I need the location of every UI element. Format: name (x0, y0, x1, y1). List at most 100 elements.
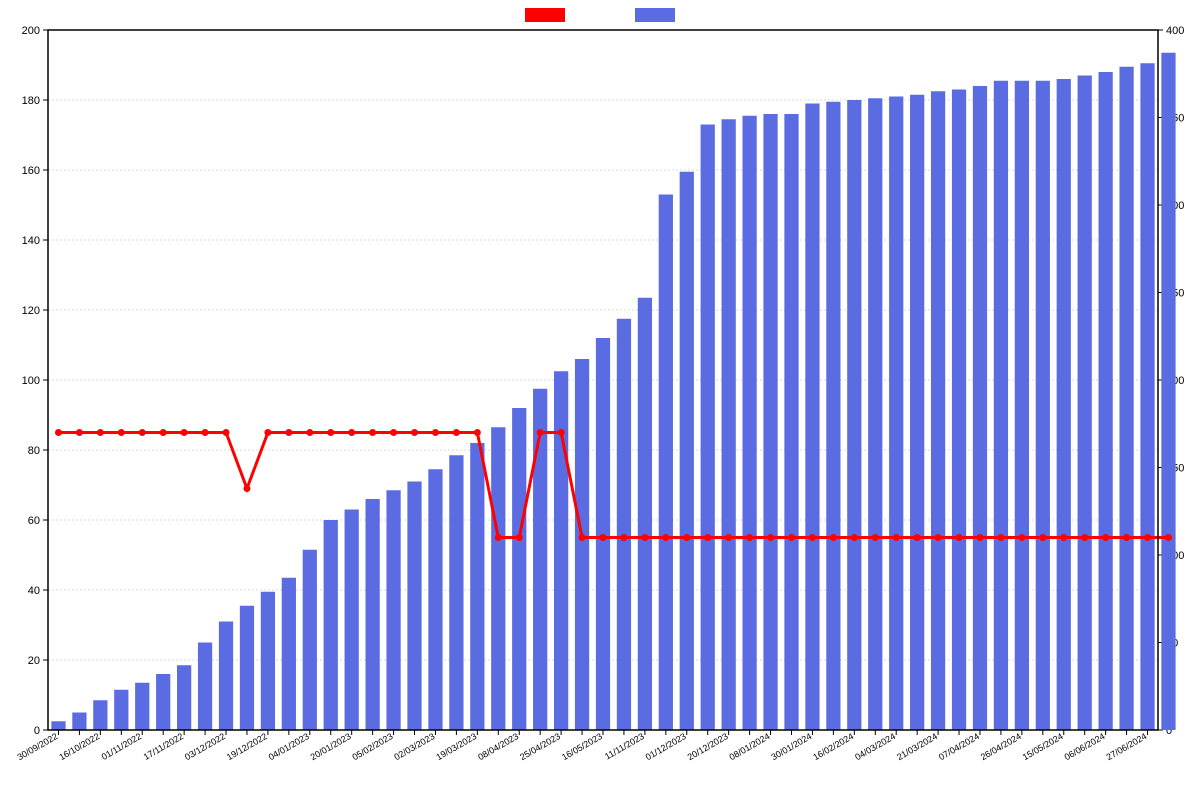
bar (261, 592, 275, 730)
line-marker (1019, 535, 1025, 541)
bar (638, 298, 652, 730)
left-axis-tick-label: 120 (22, 305, 40, 317)
line-marker (1040, 535, 1046, 541)
line-marker (55, 430, 61, 436)
bar (784, 114, 798, 730)
bar (701, 125, 715, 731)
bar (93, 700, 107, 730)
line-marker (1061, 535, 1067, 541)
bar (198, 643, 212, 731)
line-marker (935, 535, 941, 541)
left-axis-tick-label: 160 (22, 165, 40, 177)
line-marker (307, 430, 313, 436)
line-marker (370, 430, 376, 436)
combo-chart: 0204060801001201401601802000501001502002… (0, 0, 1200, 800)
line-marker (621, 535, 627, 541)
line-marker (851, 535, 857, 541)
legend-swatch-line (525, 8, 565, 22)
line-marker (893, 535, 899, 541)
bar (680, 172, 694, 730)
line-marker (872, 535, 878, 541)
bar (910, 95, 924, 730)
left-axis-tick-label: 100 (22, 375, 40, 387)
bar (1140, 63, 1154, 730)
legend-swatch-bar (635, 8, 675, 22)
left-axis-tick-label: 20 (28, 655, 40, 667)
bar (366, 499, 380, 730)
bar (1015, 81, 1029, 730)
left-axis-tick-label: 40 (28, 585, 40, 597)
bar (952, 90, 966, 731)
line-marker (202, 430, 208, 436)
line-marker (244, 486, 250, 492)
line-marker (76, 430, 82, 436)
bar (868, 98, 882, 730)
bar (1099, 72, 1113, 730)
line-marker (642, 535, 648, 541)
bar (1078, 76, 1092, 731)
line-marker (495, 535, 501, 541)
bar (72, 713, 86, 731)
line-marker (768, 535, 774, 541)
line-marker (1082, 535, 1088, 541)
left-axis-tick-label: 200 (22, 25, 40, 37)
bar (491, 427, 505, 730)
bar (324, 520, 338, 730)
bar (554, 371, 568, 730)
line-marker (223, 430, 229, 436)
right-axis-tick-label: 400 (1166, 25, 1184, 37)
line-marker (328, 430, 334, 436)
left-axis-tick-label: 80 (28, 445, 40, 457)
line-marker (1165, 535, 1171, 541)
line-marker (349, 430, 355, 436)
bar (449, 455, 463, 730)
bar (407, 482, 421, 731)
bar (994, 81, 1008, 730)
line-marker (747, 535, 753, 541)
line-marker (118, 430, 124, 436)
bar (156, 674, 170, 730)
line-marker (265, 430, 271, 436)
line-marker (160, 430, 166, 436)
line-marker (726, 535, 732, 541)
line-marker (914, 535, 920, 541)
left-axis-tick-label: 140 (22, 235, 40, 247)
line-marker (977, 535, 983, 541)
line-marker (1103, 535, 1109, 541)
line-marker (139, 430, 145, 436)
bar (826, 102, 840, 730)
bar (345, 510, 359, 731)
line-marker (1145, 535, 1151, 541)
line-marker (956, 535, 962, 541)
left-axis-tick-label: 180 (22, 95, 40, 107)
bar (722, 119, 736, 730)
line-marker (97, 430, 103, 436)
line-marker (830, 535, 836, 541)
bar (931, 91, 945, 730)
line-marker (558, 430, 564, 436)
bar (51, 721, 65, 730)
bar (1161, 53, 1175, 730)
line-marker (998, 535, 1004, 541)
bar (575, 359, 589, 730)
bar (219, 622, 233, 731)
line-marker (474, 430, 480, 436)
bar (470, 443, 484, 730)
bar (889, 97, 903, 731)
line-marker (516, 535, 522, 541)
bar (177, 665, 191, 730)
bar (659, 195, 673, 731)
bar (617, 319, 631, 730)
bar (386, 490, 400, 730)
bar (1057, 79, 1071, 730)
left-axis-tick-label: 0 (34, 725, 40, 737)
line-marker (600, 535, 606, 541)
bar (512, 408, 526, 730)
bar (240, 606, 254, 730)
bar (1119, 67, 1133, 730)
bar (114, 690, 128, 730)
line-marker (453, 430, 459, 436)
bar (282, 578, 296, 730)
bar (742, 116, 756, 730)
bar (805, 104, 819, 731)
